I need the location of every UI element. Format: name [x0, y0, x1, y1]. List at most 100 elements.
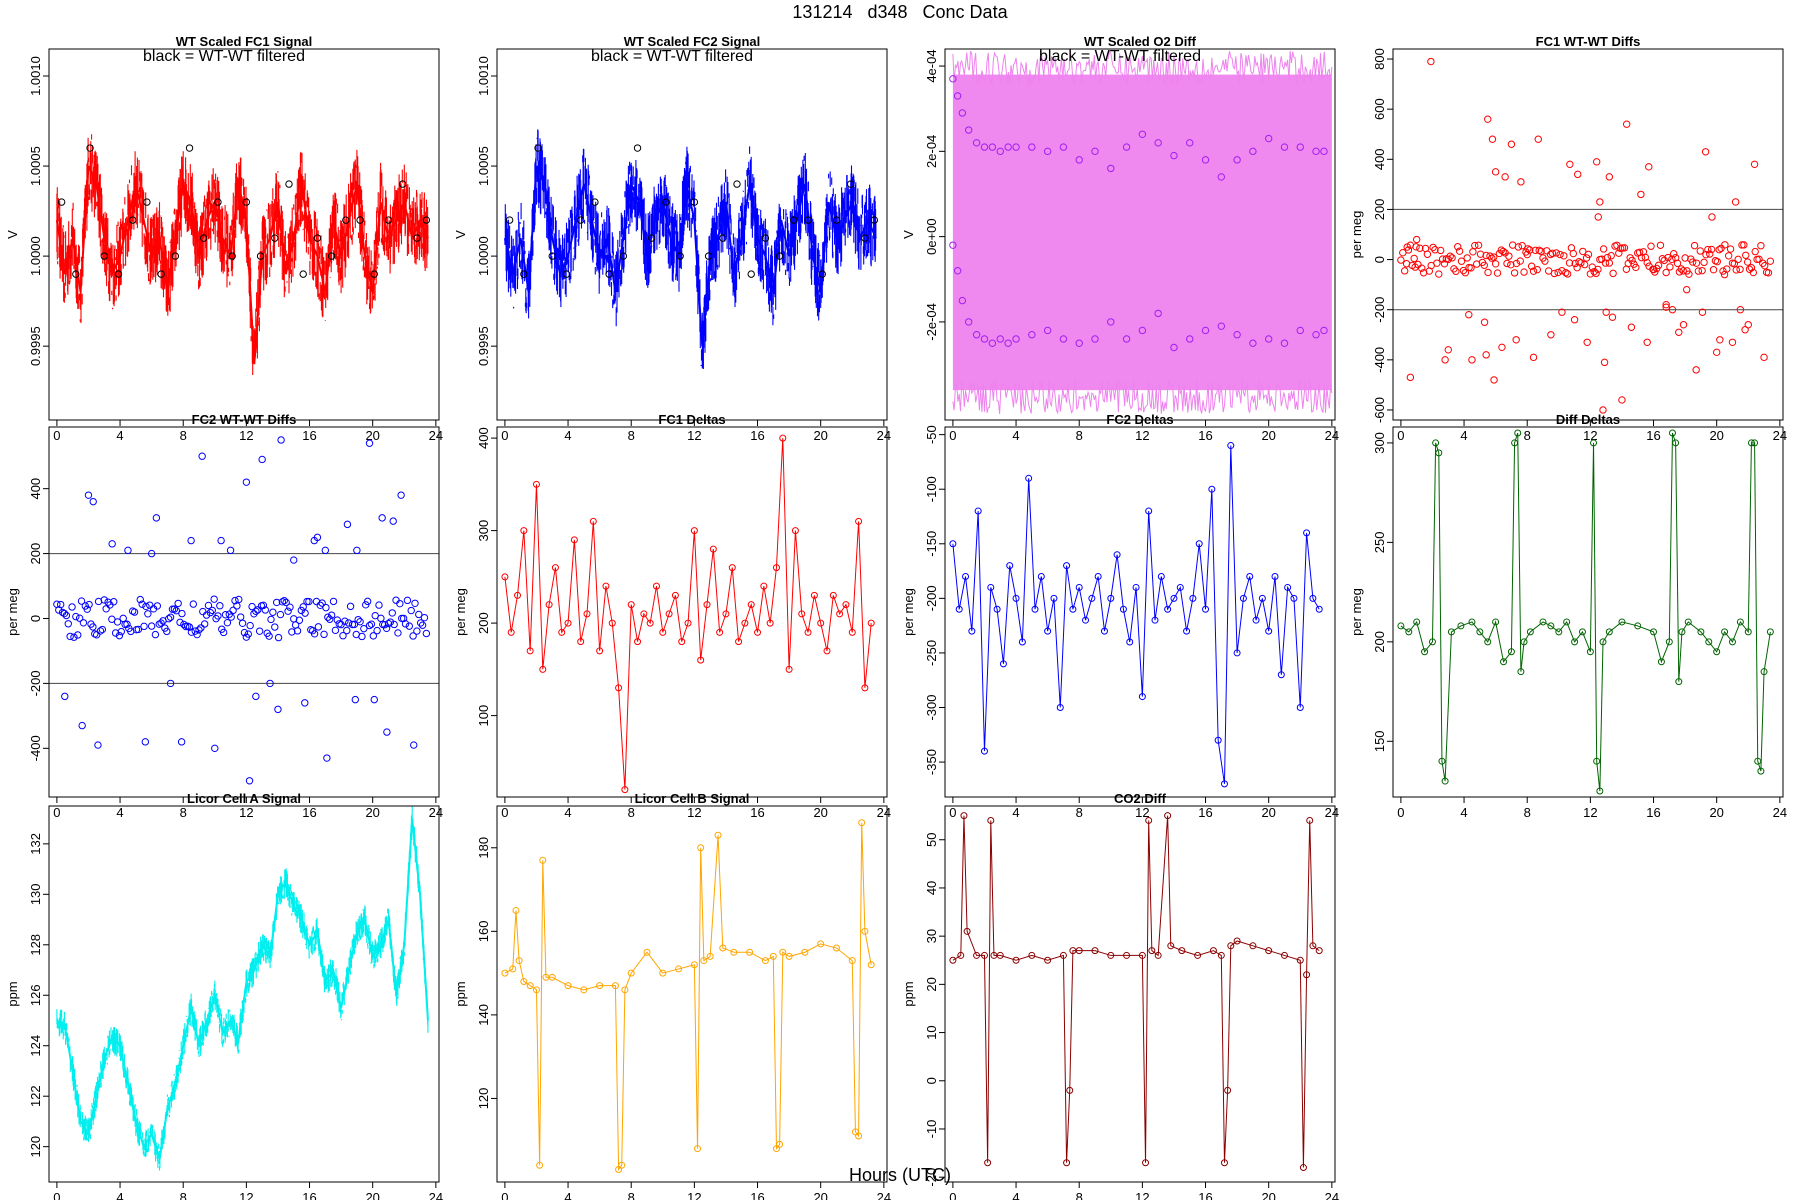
data-point [1571, 638, 1579, 646]
data-point [1303, 971, 1311, 979]
data-point [214, 198, 222, 206]
data-point [280, 597, 288, 605]
y-tick-label: 200 [28, 543, 43, 565]
data-point [684, 619, 692, 627]
data-point [1480, 318, 1489, 326]
signal-band [952, 74, 1332, 391]
data-point [1435, 270, 1443, 278]
data-point [690, 527, 698, 535]
data-point [1704, 245, 1712, 254]
data-point [1486, 252, 1494, 260]
data-point [1732, 266, 1740, 274]
data-point [124, 546, 132, 555]
data-point [1575, 257, 1583, 266]
data-point [605, 270, 613, 278]
data-point [690, 961, 698, 969]
data-point [388, 609, 396, 617]
data-point [1764, 269, 1773, 277]
y-tick-label: 140 [476, 1004, 491, 1026]
data-point [1122, 143, 1131, 151]
x-tick-label: 16 [750, 805, 764, 820]
data-point [1303, 529, 1311, 537]
data-point [1678, 628, 1686, 636]
data-point [1731, 198, 1740, 206]
data-point [1170, 594, 1178, 602]
data-point [804, 216, 812, 224]
data-point [394, 629, 402, 637]
data-point [1736, 306, 1745, 314]
data-point [252, 607, 260, 616]
y-tick-label: 0e+00 [924, 218, 939, 255]
data-point [375, 601, 383, 609]
data-point [1059, 143, 1068, 151]
data-point [1423, 250, 1432, 258]
y-tick-label: 800 [1372, 48, 1387, 70]
data-point [1662, 268, 1670, 277]
data-point [1632, 263, 1640, 272]
data-point [515, 957, 523, 965]
data-point [1586, 270, 1595, 278]
data-point [1665, 638, 1673, 646]
data-point [722, 610, 730, 618]
data-point [166, 679, 175, 688]
data-point [728, 564, 736, 572]
data-point [327, 611, 336, 619]
panel-title: WT Scaled FC1 Signal [176, 34, 313, 49]
data-point [108, 540, 116, 548]
data-point [1227, 442, 1235, 450]
data-point [333, 616, 342, 624]
data-point [704, 252, 713, 260]
data-point [1728, 338, 1737, 346]
data-point [278, 598, 287, 606]
data-point [1757, 767, 1765, 775]
data-point [741, 619, 749, 627]
data-point [72, 612, 80, 621]
data-point [714, 831, 722, 839]
y-tick-label: 10 [924, 1025, 939, 1039]
data-point [176, 618, 184, 627]
data-point [185, 144, 194, 152]
x-tick-label: 12 [1135, 1190, 1149, 1200]
data-point [1220, 780, 1228, 788]
data-point [1418, 264, 1426, 272]
data-point [1751, 247, 1759, 256]
data-point [1760, 668, 1768, 676]
data-point [258, 455, 266, 464]
data-point [245, 777, 254, 785]
data-point [776, 1140, 784, 1148]
y-tick-label: -350 [924, 749, 939, 775]
data-point [377, 614, 385, 623]
data-point [1227, 942, 1235, 950]
data-point [1138, 130, 1147, 138]
data-point [1658, 255, 1667, 263]
data-point [1004, 339, 1012, 347]
data-point [1643, 338, 1651, 346]
y-tick-label: 400 [28, 478, 43, 500]
data-point [548, 252, 556, 260]
data-point [836, 610, 844, 618]
data-point [1217, 173, 1226, 181]
data-point [1463, 254, 1471, 262]
data-point [964, 126, 973, 134]
data-point [520, 527, 528, 535]
data-point [505, 216, 514, 224]
data-point [136, 595, 144, 604]
x-tick-label: 12 [1135, 805, 1149, 820]
figure-title: 131214 d348 Conc Data [792, 2, 1008, 22]
data-point [1721, 628, 1729, 636]
plot-area [55, 134, 431, 375]
data-point [1560, 252, 1568, 260]
x-tick-label: 8 [180, 805, 187, 820]
data-point [1154, 309, 1162, 318]
data-point [378, 514, 386, 522]
data-point [634, 638, 642, 646]
data-point [1759, 259, 1767, 268]
y-axis-label: per meg [1349, 588, 1364, 636]
data-point [665, 610, 673, 618]
data-point [1233, 937, 1241, 945]
data-point [1749, 268, 1758, 277]
data-point [576, 216, 585, 224]
data-point [1501, 173, 1509, 181]
